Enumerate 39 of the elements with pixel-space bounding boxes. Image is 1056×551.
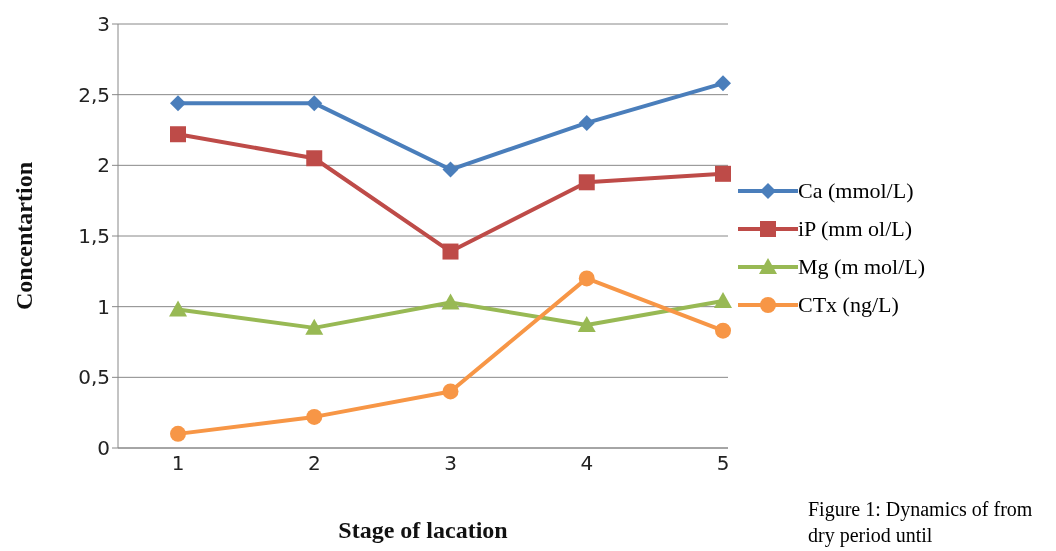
point — [715, 322, 731, 339]
point — [714, 292, 732, 309]
point — [442, 161, 459, 178]
point — [305, 318, 324, 335]
point — [170, 425, 186, 442]
point — [306, 95, 323, 112]
point — [715, 165, 731, 182]
point — [170, 95, 186, 112]
legend-label: iP (mm ol/L) — [798, 216, 913, 242]
point — [441, 293, 460, 310]
y-tick-label: 3 — [97, 12, 110, 37]
x-tick-label: 1 — [171, 451, 185, 476]
y-tick-label: 1 — [97, 294, 110, 319]
y-tick-label: 2,5 — [78, 82, 110, 107]
point — [715, 75, 731, 92]
y-tick-label: 1,5 — [78, 224, 110, 249]
legend-label: Ca (mmol/L) — [798, 178, 914, 204]
point — [577, 316, 596, 333]
x-axis-title: Stage of lacation — [338, 517, 508, 543]
point — [306, 408, 323, 425]
point — [578, 174, 595, 191]
point — [442, 383, 459, 400]
caption: Figure 1: Dynamics of from dry period until — [808, 497, 1034, 548]
y-tick-label: 0 — [97, 436, 110, 461]
point — [169, 300, 187, 317]
legend-label: CTx (ng/L) — [798, 292, 899, 318]
point — [306, 150, 323, 167]
legend-label: Mg (m mol/L) — [798, 254, 926, 280]
point — [578, 114, 595, 131]
y-axis-title: Concentartion — [10, 162, 37, 310]
x-tick-label: 2 — [307, 451, 321, 476]
x-tick-label: 4 — [580, 451, 594, 476]
y-tick-label: 0,5 — [78, 365, 110, 390]
point — [578, 270, 595, 287]
point — [442, 243, 459, 260]
y-tick-label: 2 — [97, 153, 110, 178]
point — [170, 126, 186, 143]
x-tick-label: 5 — [716, 451, 730, 476]
x-tick-label: 3 — [444, 451, 457, 476]
